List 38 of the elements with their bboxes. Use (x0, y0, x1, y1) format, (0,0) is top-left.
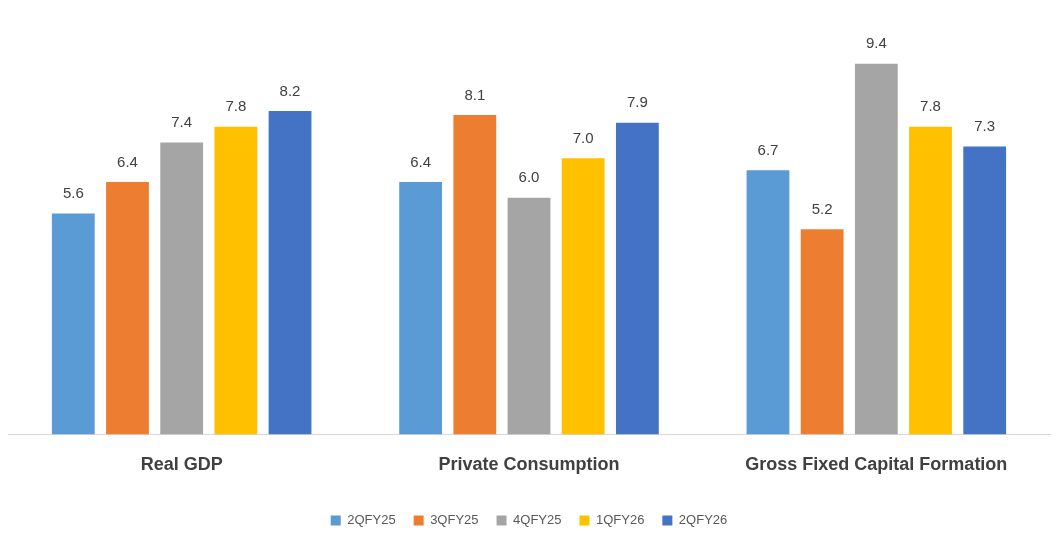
bar (854, 63, 898, 435)
data-label: 7.8 (920, 97, 941, 115)
legend-label: 1QFY26 (595, 512, 645, 528)
bar (963, 146, 1007, 435)
legend-label: 2QFY26 (678, 512, 728, 528)
bar (399, 181, 443, 435)
bar (561, 158, 605, 435)
bar (160, 142, 204, 435)
data-label: 5.2 (811, 199, 833, 217)
data-label: 7.3 (974, 117, 996, 135)
bar (615, 122, 659, 435)
bar (268, 110, 312, 435)
legend-label: 4QFY25 (513, 512, 562, 528)
legend-label: 2QFY25 (347, 512, 396, 528)
bar (214, 126, 258, 435)
x-tick-label: Gross Fixed Capital Formation (745, 454, 1008, 475)
data-label: 7.9 (626, 93, 648, 111)
data-label: 8.1 (464, 85, 486, 103)
data-label: 7.8 (225, 97, 247, 115)
bar (746, 170, 790, 435)
data-label: 6.7 (757, 140, 779, 158)
data-label: 6.4 (117, 152, 138, 170)
bar (106, 181, 149, 435)
data-label: 7.0 (572, 128, 594, 146)
bar (507, 197, 551, 435)
data-label: 9.4 (865, 34, 887, 52)
bar (909, 126, 952, 435)
legend-label: 3QFY25 (430, 512, 479, 528)
bar (51, 213, 95, 435)
x-tick-label: Real GDP (140, 454, 223, 475)
data-label: 7.4 (171, 113, 193, 131)
data-label: 8.2 (279, 81, 301, 99)
data-label: 5.6 (62, 184, 84, 202)
data-label: 6.4 (410, 152, 432, 170)
bar (800, 229, 844, 435)
data-label: 6.0 (518, 168, 540, 186)
x-tick-label: Private Consumption (438, 454, 620, 475)
bar (453, 114, 497, 435)
